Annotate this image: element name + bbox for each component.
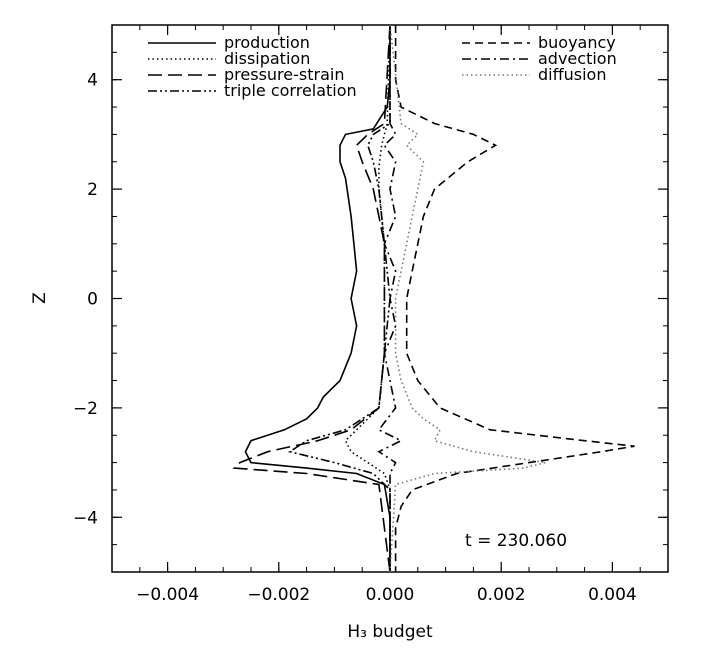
- legend: productiondissipationpressure-straintrip…: [148, 33, 617, 100]
- series-buoyancy: [394, 25, 635, 572]
- x-tick-label: −0.004: [136, 585, 199, 605]
- legend-label-advection: advection: [538, 49, 617, 68]
- y-tick-label: 2: [87, 180, 98, 200]
- y-tick-label: 0: [87, 290, 98, 310]
- legend-label-production: production: [224, 33, 310, 52]
- x-tick-label: 0.000: [366, 585, 415, 605]
- legend-label-dissipation: dissipation: [224, 49, 310, 68]
- series-production: [244, 25, 391, 572]
- series-lines: [232, 24, 635, 573]
- legend-label-triple-correlation: triple correlation: [224, 81, 357, 100]
- y-tick-label: 4: [87, 71, 98, 91]
- y-tick-label: −2: [73, 399, 98, 419]
- x-axis-title: H₃ budget: [347, 622, 433, 642]
- series-triple-correlation: [287, 25, 391, 572]
- x-tick-label: 0.004: [588, 585, 637, 605]
- series-diffusion: [389, 24, 546, 573]
- x-tick-label: −0.002: [247, 585, 310, 605]
- series-dissipation: [344, 24, 391, 572]
- legend-label-pressure-strain: pressure-strain: [224, 65, 344, 84]
- x-tick-label: 0.002: [477, 585, 526, 605]
- y-tick-label: −4: [73, 508, 98, 528]
- axis-ticks: −0.004 −0.002 0.000 0.002 0.004 −4 −2 0 2 4: [73, 24, 669, 605]
- y-axis-title: Z: [30, 292, 50, 304]
- legend-label-diffusion: diffusion: [538, 65, 606, 84]
- legend-label-buoyancy: buoyancy: [538, 33, 616, 52]
- series-advection: [377, 25, 403, 572]
- series-pressure-strain: [232, 24, 391, 573]
- time-annotation: t = 230.060: [465, 531, 567, 551]
